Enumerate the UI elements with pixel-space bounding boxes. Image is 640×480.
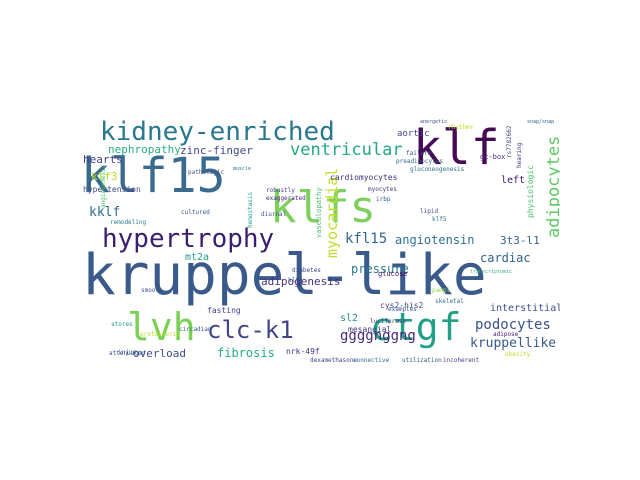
cloud-word: exaggerated	[266, 195, 306, 202]
cloud-word: cardiomyocytes	[330, 173, 398, 182]
cloud-word: robustly	[266, 187, 295, 194]
cloud-word: obesity	[505, 351, 531, 358]
cloud-word: myocytes	[368, 186, 397, 193]
cloud-word: glucose	[378, 270, 408, 278]
cloud-word: luciferase	[370, 318, 407, 325]
cloud-word: lipid	[420, 208, 439, 215]
cloud-word: kruppellike	[470, 336, 557, 351]
cloud-word: preadipocytes	[396, 158, 443, 165]
cloud-word: hemostasis	[247, 191, 254, 228]
cloud-word: klf15	[81, 148, 226, 204]
cloud-word: attenuated	[109, 350, 146, 357]
cloud-word: transcriptomic	[470, 269, 513, 275]
cloud-word: proteinuric	[140, 331, 180, 338]
cloud-word: angiogenesis	[100, 164, 107, 208]
cloud-word: hypertension	[83, 185, 141, 194]
cloud-word: mesangial	[348, 325, 392, 334]
cloud-word: klf9	[288, 277, 303, 284]
cloud-word: cys2-his2	[380, 301, 424, 310]
cloud-word: fasting	[207, 306, 241, 315]
cloud-word: incoherent	[443, 357, 480, 364]
cloud-word: ventricular	[290, 140, 403, 160]
cloud-word: adipose	[493, 331, 519, 338]
cloud-word: examples	[388, 306, 417, 313]
cloud-word: sl2	[340, 313, 359, 324]
cloud-word: nephropathy	[108, 143, 181, 156]
cloud-word: gluconeogenesis	[410, 166, 465, 173]
word-cloud: kruppel-like klf15 klfs klf ctgf lvh kid…	[80, 108, 560, 372]
cloud-word: overload	[133, 347, 186, 360]
cloud-word: connective	[353, 357, 390, 364]
cloud-word: podocytes	[475, 317, 551, 333]
cloud-word: gc-box	[480, 153, 506, 161]
cloud-word: pathologic	[188, 169, 225, 176]
cloud-word: klfs	[270, 182, 376, 233]
cloud-word: cardiac	[480, 251, 531, 265]
cloud-word: zinc-finger	[180, 144, 253, 157]
cloud-word: diabetes	[292, 267, 321, 274]
cloud-word: rs7782662	[506, 125, 513, 158]
cloud-word: pressure	[351, 262, 409, 276]
cloud-word: nrk-49f	[286, 347, 320, 356]
cloud-word: vasculopathy	[315, 187, 323, 238]
cloud-word: 3t3-l1	[500, 234, 540, 247]
cloud-word: kfl15	[345, 231, 388, 247]
cloud-word: ctgf	[370, 305, 462, 349]
cloud-word: smooth	[141, 287, 163, 294]
cloud-word: adipogenesis	[261, 275, 341, 288]
cloud-word: remodeling	[110, 219, 147, 226]
cloud-word: interstitial	[490, 303, 560, 314]
cloud-word: klf5	[432, 216, 447, 223]
cloud-word: muscle	[233, 166, 252, 172]
cloud-word: hearts	[83, 153, 123, 166]
cloud-word: irbp	[376, 196, 391, 203]
cloud-word: hearing	[516, 142, 523, 168]
cloud-word: hypertrophy	[102, 224, 275, 254]
cloud-word: utilization	[402, 357, 442, 364]
cloud-word: left	[501, 175, 526, 186]
cloud-word: angiotensin	[395, 233, 475, 247]
cloud-word: dexamethasone	[310, 357, 357, 364]
cloud-word: circadian	[179, 326, 212, 333]
cloud-word: kklf	[89, 205, 121, 220]
cloud-word: fibrosis	[217, 346, 275, 360]
cloud-word: physiologic	[526, 165, 535, 218]
cloud-word: mt2a	[185, 252, 210, 263]
cloud-word: snap/snap	[527, 119, 555, 125]
cloud-word: anergetic	[420, 119, 448, 125]
cloud-word: kidney-enriched	[100, 117, 335, 147]
cloud-word: diurnal	[261, 211, 287, 218]
cloud-word: lvh	[127, 305, 196, 349]
cloud-word: cultured	[181, 209, 210, 216]
cloud-word: failure	[406, 150, 432, 157]
cloud-word: pampl	[432, 287, 451, 294]
cloud-word: injury	[118, 349, 140, 356]
cloud-word: klf3	[91, 170, 118, 183]
cloud-word: kruppel-like	[82, 243, 487, 308]
cloud-word: skeletal	[435, 298, 464, 305]
cloud-word: clc-k1	[207, 316, 294, 344]
cloud-word: stores	[111, 321, 133, 328]
cloud-word: adipocytes	[544, 135, 560, 238]
cloud-word: ggggnggng	[340, 328, 416, 344]
cloud-word: klf	[413, 120, 500, 176]
cloud-word: aortic	[397, 129, 430, 139]
cloud-word: rhythms	[448, 124, 474, 131]
